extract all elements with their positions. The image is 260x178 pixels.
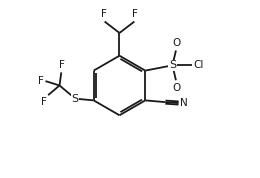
Text: O: O <box>173 38 181 48</box>
Text: O: O <box>173 83 181 93</box>
Text: S: S <box>169 60 176 70</box>
Text: F: F <box>59 60 65 70</box>
Text: F: F <box>132 9 138 19</box>
Text: N: N <box>180 98 188 108</box>
Text: F: F <box>41 97 47 107</box>
Text: F: F <box>37 76 43 86</box>
Text: F: F <box>101 9 107 19</box>
Text: S: S <box>72 94 79 104</box>
Text: Cl: Cl <box>194 60 204 70</box>
